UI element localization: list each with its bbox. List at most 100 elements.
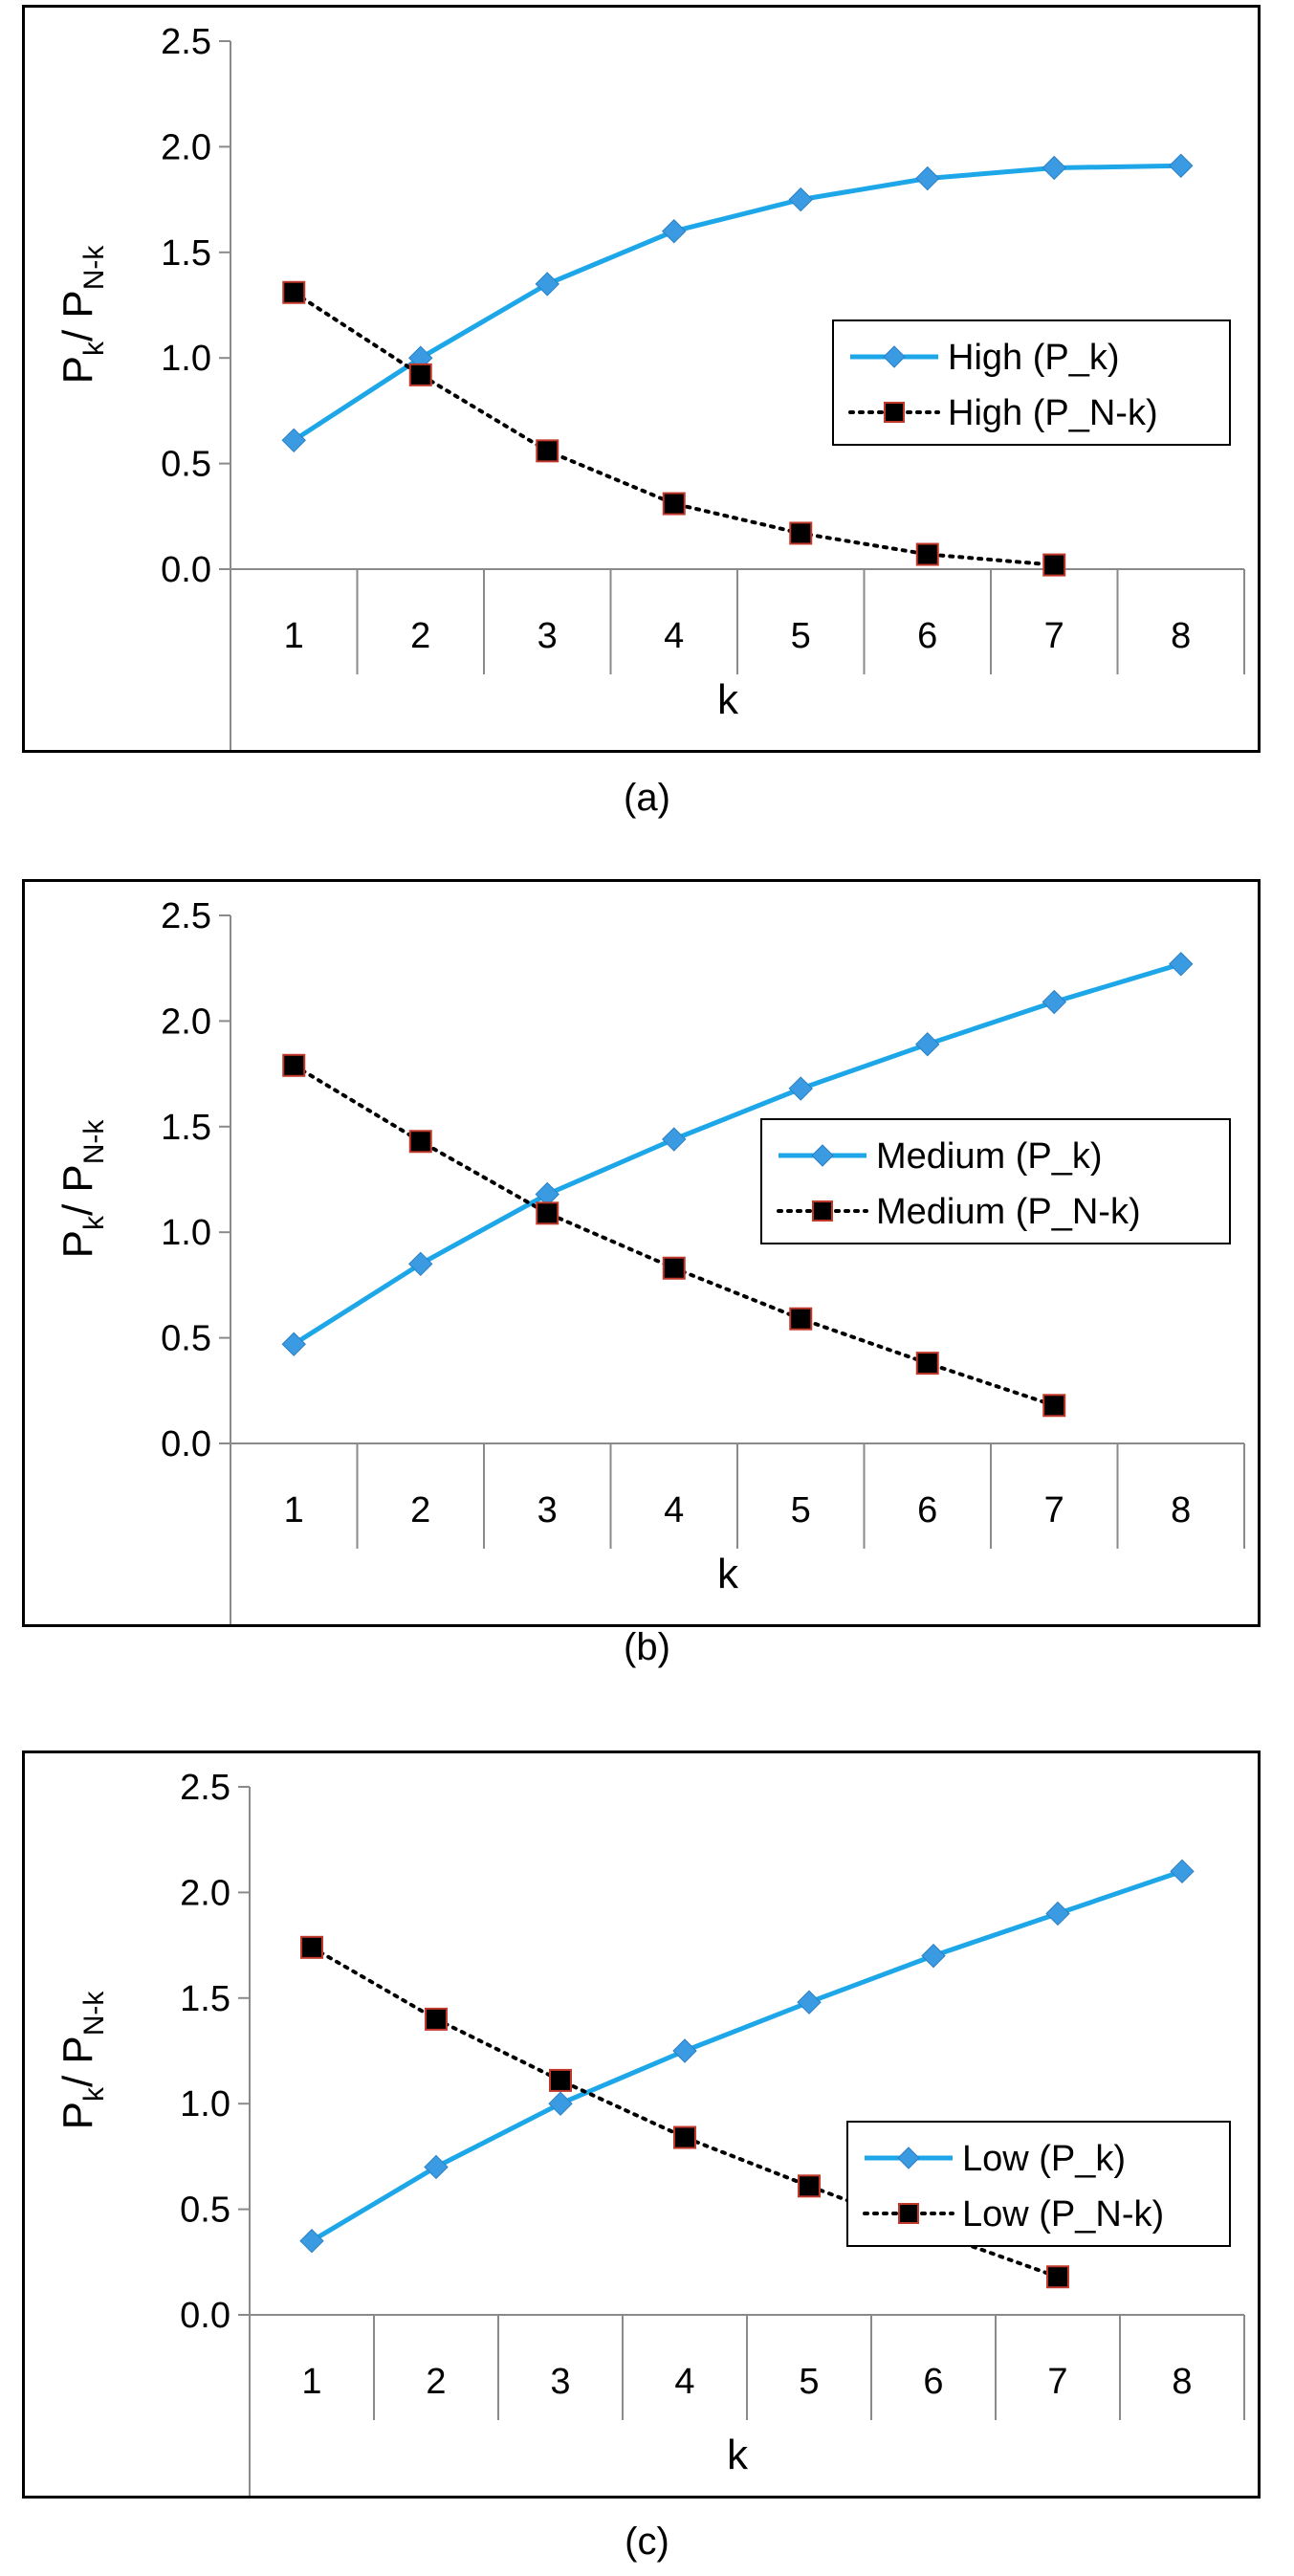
legend-label-pk: Medium (P_k) bbox=[876, 1136, 1103, 1177]
y-tick-label: 0.0 bbox=[161, 1424, 211, 1464]
y-tick-label: 1.0 bbox=[180, 2084, 230, 2125]
legend-swatch-marker-pnk bbox=[812, 1200, 833, 1222]
x-tick-label: 2 bbox=[410, 616, 430, 656]
y-axis-label-subscript: k bbox=[78, 341, 110, 356]
data-point-pk bbox=[662, 219, 687, 244]
y-tick-label: 2.0 bbox=[161, 1002, 211, 1042]
x-tick-label: 7 bbox=[1047, 2362, 1067, 2402]
chart-caption-b: (b) bbox=[624, 1626, 670, 1668]
data-point-pnk bbox=[798, 2174, 821, 2198]
y-tick-label: 0.0 bbox=[180, 2296, 230, 2336]
x-tick-label: 6 bbox=[923, 2362, 943, 2402]
data-point-pk bbox=[788, 1076, 813, 1101]
y-tick-label: 0.5 bbox=[161, 445, 211, 485]
data-point-pnk bbox=[536, 1201, 559, 1225]
chart-caption-c: (c) bbox=[625, 2521, 669, 2563]
y-tick-label: 1.0 bbox=[161, 339, 211, 379]
legend-label-pk: Low (P_k) bbox=[962, 2139, 1126, 2179]
x-tick-label: 3 bbox=[550, 2362, 570, 2402]
data-point-pk bbox=[915, 165, 940, 191]
legend-swatch-marker-pk bbox=[883, 345, 906, 368]
legend-swatch-marker-pnk bbox=[898, 2203, 919, 2224]
legend-box bbox=[832, 319, 1231, 446]
data-point-pnk bbox=[549, 2068, 572, 2092]
data-point-pnk bbox=[915, 542, 939, 566]
y-tick-label: 0.5 bbox=[180, 2191, 230, 2231]
data-point-pnk bbox=[536, 439, 559, 463]
y-axis-label-part: P bbox=[55, 290, 101, 318]
y-axis-label-part: / bbox=[55, 319, 101, 341]
data-point-pk bbox=[1169, 153, 1194, 178]
legend-box bbox=[846, 2121, 1231, 2247]
x-tick-label: 5 bbox=[791, 1490, 811, 1530]
data-point-pk bbox=[408, 1251, 433, 1277]
x-axis-label: k bbox=[717, 676, 739, 723]
x-tick-label: 4 bbox=[674, 2362, 694, 2402]
data-point-pnk bbox=[1042, 553, 1066, 577]
x-tick-label: 5 bbox=[791, 616, 811, 656]
data-point-pk bbox=[915, 1031, 940, 1057]
y-axis-label-part: / bbox=[55, 1193, 101, 1216]
data-point-pk bbox=[535, 272, 559, 297]
data-point-pk bbox=[281, 1332, 306, 1356]
y-axis-label-part: P bbox=[55, 1164, 101, 1192]
y-axis-label-subscript: N-k bbox=[78, 1119, 110, 1165]
chart-caption-a: (a) bbox=[624, 777, 670, 819]
data-point-pk bbox=[672, 2038, 697, 2063]
legend-label-pk: High (P_k) bbox=[948, 338, 1120, 378]
data-point-pk bbox=[1170, 1859, 1195, 1884]
y-axis-label: Pk/ PN-k bbox=[55, 245, 110, 385]
y-tick-label: 1.5 bbox=[161, 233, 211, 274]
x-tick-label: 4 bbox=[664, 1490, 684, 1530]
y-axis-label-part: / bbox=[55, 2064, 101, 2087]
data-point-pnk bbox=[1042, 1394, 1066, 1418]
data-point-pnk bbox=[915, 1352, 939, 1376]
legend-label-pnk: Low (P_N-k) bbox=[962, 2194, 1164, 2235]
data-point-pk bbox=[1169, 952, 1194, 977]
data-point-pk bbox=[797, 1990, 822, 2015]
data-point-pnk bbox=[282, 280, 306, 304]
data-point-pnk bbox=[282, 1053, 306, 1077]
data-point-pnk bbox=[1046, 2265, 1069, 2289]
x-tick-label: 1 bbox=[284, 1490, 304, 1530]
x-axis-label: k bbox=[717, 1551, 739, 1597]
x-tick-label: 7 bbox=[1044, 1490, 1064, 1530]
data-point-pk bbox=[281, 428, 306, 453]
data-point-pnk bbox=[662, 492, 686, 516]
data-point-pk bbox=[1045, 1901, 1070, 1926]
data-point-pk bbox=[1042, 989, 1066, 1015]
data-point-pnk bbox=[425, 2007, 448, 2031]
data-point-pk bbox=[299, 2229, 324, 2254]
legend-box bbox=[760, 1118, 1231, 1244]
x-tick-label: 6 bbox=[917, 1490, 937, 1530]
legend-swatch-marker-pk bbox=[811, 1144, 834, 1167]
x-tick-label: 1 bbox=[284, 616, 304, 656]
x-tick-label: 2 bbox=[426, 2362, 446, 2402]
data-point-pnk bbox=[408, 1130, 432, 1154]
data-point-pk bbox=[662, 1127, 687, 1152]
data-point-pnk bbox=[662, 1256, 686, 1280]
x-axis-label: k bbox=[727, 2432, 749, 2478]
y-tick-label: 2.0 bbox=[180, 1873, 230, 1913]
y-axis-label-subscript: N-k bbox=[78, 1991, 110, 2037]
y-tick-label: 2.5 bbox=[161, 22, 211, 62]
y-tick-label: 0.5 bbox=[161, 1319, 211, 1359]
y-tick-label: 0.0 bbox=[161, 550, 211, 590]
data-point-pk bbox=[1042, 155, 1066, 181]
series-line-pk bbox=[310, 1868, 1183, 2243]
data-point-pnk bbox=[300, 1935, 323, 1959]
data-point-pk bbox=[921, 1943, 946, 1969]
y-axis-label-subscript: N-k bbox=[78, 245, 110, 291]
data-point-pnk bbox=[673, 2125, 696, 2149]
legend-swatch-marker-pnk bbox=[884, 402, 905, 423]
data-point-pnk bbox=[789, 521, 813, 545]
data-point-pk bbox=[548, 2091, 573, 2116]
y-axis-label-subscript: k bbox=[78, 1215, 110, 1230]
y-tick-label: 1.5 bbox=[180, 1979, 230, 2019]
x-tick-label: 2 bbox=[410, 1490, 430, 1530]
y-tick-label: 2.0 bbox=[161, 127, 211, 167]
x-tick-label: 3 bbox=[537, 1490, 558, 1530]
